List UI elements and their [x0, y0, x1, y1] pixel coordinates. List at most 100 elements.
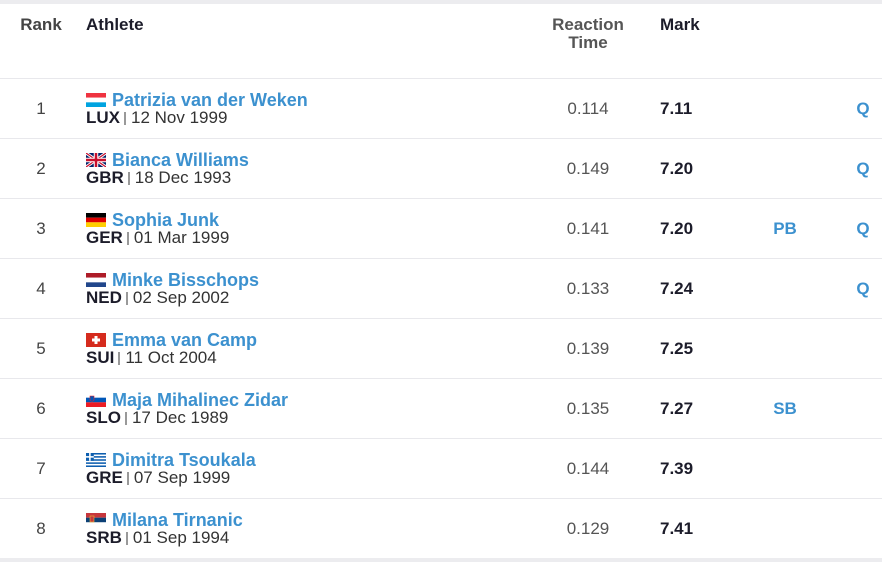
athlete-name-line: Minke Bisschops: [86, 269, 526, 290]
mark-cell: 7.41: [650, 498, 740, 562]
athlete-cell: Patrizia van der Weken LUX 12 Nov 1999: [82, 78, 526, 139]
reaction-time-cell: 0.141: [526, 198, 650, 259]
table-header-row: Rank Athlete Reaction Time Mark: [0, 4, 882, 79]
mark-header: Mark: [660, 15, 700, 34]
qualification-badge: Q: [830, 78, 882, 139]
athlete-name-line: Milana Tirnanic: [86, 509, 526, 530]
qualification-badge: [830, 498, 882, 562]
qualification-badge: [830, 438, 882, 499]
athlete-cell: Milana Tirnanic SRB 01 Sep 1994: [82, 498, 526, 562]
rank-cell: 7: [0, 438, 82, 499]
record-badge: [740, 258, 830, 319]
record-badge: [740, 78, 830, 139]
mark-cell: 7.25: [650, 318, 740, 379]
table-row: 5 Emma van Camp SUI 11 Oct 2004 0.139 7.25: [0, 318, 882, 379]
record-badge: [740, 438, 830, 499]
athlete-info-line: GER 01 Mar 1999: [86, 228, 526, 247]
athlete-name-line: Dimitra Tsoukala: [86, 449, 526, 470]
mark-cell: 7.20: [650, 198, 740, 259]
results-table: Rank Athlete Reaction Time Mark 1 Patrizia…: [0, 4, 882, 562]
reaction-time-cell: 0.139: [526, 318, 650, 379]
rank-cell: 6: [0, 378, 82, 439]
separator: [118, 351, 121, 365]
athlete-name-link[interactable]: Maja Mihalinec Zidar: [112, 389, 289, 410]
netherlands-flag-icon: [86, 273, 106, 287]
great-britain-flag-icon: [86, 153, 106, 167]
athlete-info-line: GBR 18 Dec 1993: [86, 168, 526, 187]
luxembourg-flag-icon: [86, 93, 106, 107]
record-badge: [740, 138, 830, 199]
rank-header: Rank: [20, 15, 62, 34]
athlete-cell: Emma van Camp SUI 11 Oct 2004: [82, 318, 526, 379]
mark-cell: 7.27: [650, 378, 740, 439]
table-row: 4 Minke Bisschops NED 02 Sep 2002 0.133 7.24 Q: [0, 258, 882, 319]
qualification-badge: Q: [830, 258, 882, 319]
rank-cell: 5: [0, 318, 82, 379]
athlete-name-link[interactable]: Patrizia van der Weken: [112, 89, 308, 110]
athlete-name-line: Sophia Junk: [86, 209, 526, 230]
record-header: [740, 4, 830, 79]
separator: [127, 171, 130, 185]
athlete-name-link[interactable]: Emma van Camp: [112, 329, 258, 350]
athlete-name-line: Emma van Camp: [86, 329, 526, 350]
qualification-badge: [830, 318, 882, 379]
athlete-name-line: Maja Mihalinec Zidar: [86, 389, 526, 410]
mark-cell: 7.20: [650, 138, 740, 199]
athlete-name-link[interactable]: Milana Tirnanic: [112, 509, 243, 530]
table-row: 8 Milana Tirnanic SRB 01 Sep 1994 0.129 7.41: [0, 498, 882, 562]
qualification-header: [830, 4, 882, 79]
mark-cell: 7.39: [650, 438, 740, 499]
reaction-time-cell: 0.114: [526, 78, 650, 139]
date-of-birth: 01 Mar 1999: [133, 228, 230, 247]
country-code: NED: [86, 288, 122, 307]
athlete-name-link[interactable]: Dimitra Tsoukala: [112, 449, 256, 470]
country-code: GER: [86, 228, 123, 247]
reaction-time-header: Reaction Time: [526, 4, 650, 79]
record-badge: [740, 318, 830, 379]
rank-cell: 3: [0, 198, 82, 259]
athlete-name-line: Patrizia van der Weken: [86, 89, 526, 110]
date-of-birth: 18 Dec 1993: [134, 168, 232, 187]
date-of-birth: 01 Sep 1994: [132, 528, 230, 547]
date-of-birth: 02 Sep 2002: [132, 288, 230, 307]
top-divider: [0, 0, 882, 4]
date-of-birth: 12 Nov 1999: [131, 108, 228, 127]
athlete-name-link[interactable]: Minke Bisschops: [112, 269, 260, 290]
athlete-cell: Bianca Williams GBR 18 Dec 1993: [82, 138, 526, 199]
date-of-birth: 07 Sep 1999: [133, 468, 231, 487]
qualification-badge: Q: [830, 138, 882, 199]
athlete-info-line: SUI 11 Oct 2004: [86, 348, 526, 367]
reaction-time-cell: 0.135: [526, 378, 650, 439]
date-of-birth: 17 Dec 1989: [131, 408, 229, 427]
separator: [126, 471, 129, 485]
germany-flag-icon: [86, 213, 106, 227]
athlete-cell: Minke Bisschops NED 02 Sep 2002: [82, 258, 526, 319]
separator: [125, 291, 128, 305]
country-code: GRE: [86, 468, 123, 487]
athlete-name-link[interactable]: Bianca Williams: [112, 149, 249, 170]
record-badge: SB: [740, 378, 830, 439]
table-row: 6 Maja Mihalinec Zidar SLO 17 Dec 1989 0.135…: [0, 378, 882, 439]
athlete-name-link[interactable]: Sophia Junk: [112, 209, 220, 230]
mark-cell: 7.24: [650, 258, 740, 319]
table-row: 7 Dimitra Tsoukala GRE 07 Sep 1999 0.144 7.39: [0, 438, 882, 499]
country-code: SRB: [86, 528, 122, 547]
athlete-cell: Dimitra Tsoukala GRE 07 Sep 1999: [82, 438, 526, 499]
separator: [126, 231, 129, 245]
athlete-header: Athlete: [86, 15, 144, 34]
qualification-badge: Q: [830, 198, 882, 259]
record-badge: PB: [740, 198, 830, 259]
record-badge: [740, 498, 830, 562]
athlete-cell: Sophia Junk GER 01 Mar 1999: [82, 198, 526, 259]
reaction-header-line2: Time: [568, 33, 608, 52]
athlete-info-line: NED 02 Sep 2002: [86, 288, 526, 307]
rank-cell: 8: [0, 498, 82, 562]
greece-flag-icon: [86, 453, 106, 467]
table-row: 1 Patrizia van der Weken LUX 12 Nov 1999 0.1…: [0, 78, 882, 139]
athlete-name-line: Bianca Williams: [86, 149, 526, 170]
reaction-time-cell: 0.149: [526, 138, 650, 199]
separator: [124, 411, 127, 425]
rank-cell: 2: [0, 138, 82, 199]
switzerland-flag-icon: [86, 333, 106, 347]
athlete-info-line: GRE 07 Sep 1999: [86, 468, 526, 487]
